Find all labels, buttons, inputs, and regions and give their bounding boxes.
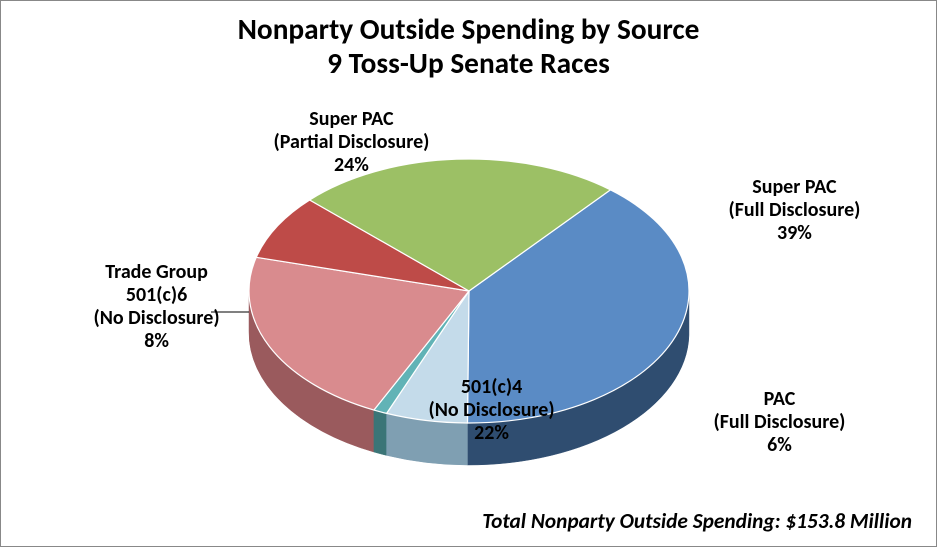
pie-chart: Super PAC(Full Disclosure)39%PAC(Full Di… [169,116,769,496]
chart-footer: Total Nonparty Outside Spending: $153.8 … [482,508,912,534]
leader-lines [169,116,769,496]
chart-title-line2: 9 Toss-Up Senate Races [1,47,936,81]
chart-title-line1: Nonparty Outside Spending by Source [1,13,936,47]
chart-title: Nonparty Outside Spending by Source 9 To… [1,13,936,80]
chart-frame: Nonparty Outside Spending by Source 9 To… [0,0,937,547]
